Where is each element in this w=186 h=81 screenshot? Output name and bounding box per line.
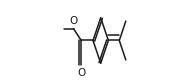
Text: O: O (78, 68, 86, 78)
Text: O: O (70, 16, 78, 26)
